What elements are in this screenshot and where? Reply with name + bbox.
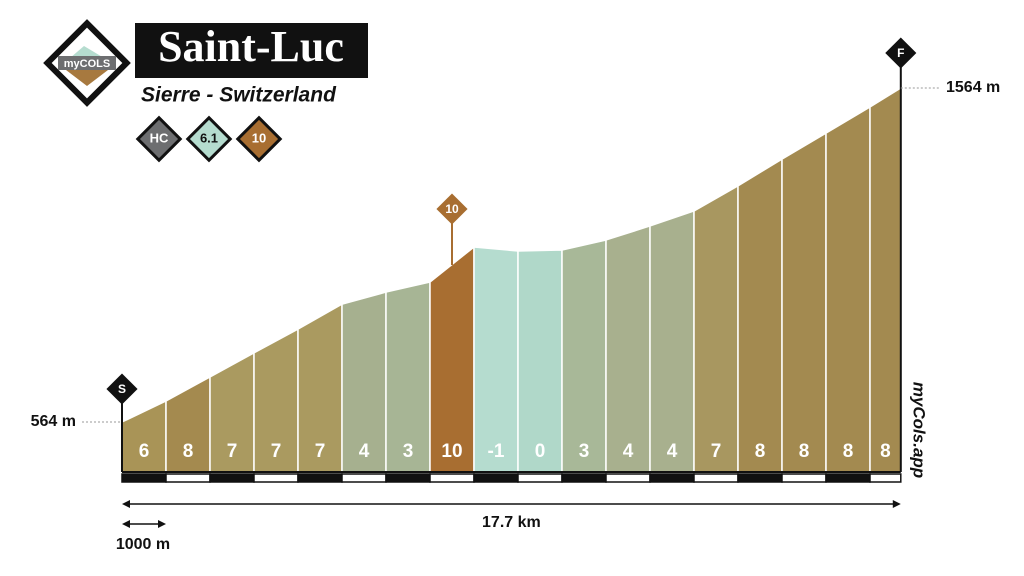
km-stripe — [473, 473, 519, 483]
start-diamond — [106, 373, 138, 405]
logo-ground — [66, 66, 108, 86]
segment — [781, 131, 827, 473]
gradient-label: 8 — [843, 441, 854, 462]
km-stripe — [825, 473, 871, 483]
gradient-label: 4 — [359, 441, 370, 462]
segment — [517, 249, 563, 473]
km-stripe — [649, 473, 695, 483]
title-box — [135, 23, 368, 78]
gradient-label: 7 — [315, 441, 326, 462]
km-stripe — [737, 473, 783, 483]
gradient-label: 8 — [183, 441, 194, 462]
gradient-label: 10 — [441, 441, 462, 462]
km-stripe — [209, 473, 255, 483]
km-stripe — [517, 473, 563, 483]
km-stripe — [869, 473, 902, 483]
gradient-label: 8 — [799, 441, 810, 462]
max-label: 10 — [445, 202, 459, 216]
gradient-label: 7 — [227, 441, 238, 462]
gradient-label: 8 — [755, 441, 766, 462]
segment — [825, 105, 871, 473]
segment — [649, 209, 695, 473]
km-stripe — [341, 473, 387, 483]
logo-mountain — [70, 46, 104, 58]
gradient-label: 6 — [139, 441, 150, 462]
logo-text: myCOLS — [64, 58, 110, 70]
distance-label: 17.7 km — [482, 514, 541, 531]
km-stripe — [693, 473, 739, 483]
badge — [185, 115, 233, 163]
badge-label: 6.1 — [200, 130, 218, 145]
finish-label: F — [897, 46, 904, 60]
title: Saint-Luc — [158, 22, 344, 71]
segment — [737, 157, 783, 473]
km-stripe — [561, 473, 607, 483]
logo: myCOLS — [43, 19, 131, 107]
logo-band — [58, 56, 116, 70]
subtitle: Sierre - Switzerland — [141, 84, 337, 107]
segment — [473, 246, 519, 473]
gradient-label: 3 — [403, 441, 414, 462]
gradient-label: 4 — [623, 441, 634, 462]
badge-label: HC — [150, 130, 169, 145]
segment — [869, 86, 902, 473]
gradient-label: -1 — [488, 441, 505, 462]
km-stripe — [429, 473, 475, 483]
km-stripe — [385, 473, 431, 483]
badge-label: 10 — [252, 130, 266, 145]
badges: HC 6.1 10 — [135, 115, 283, 163]
segment — [605, 224, 651, 473]
gradient-label: 0 — [535, 441, 546, 462]
segment — [561, 239, 607, 473]
km-stripe — [121, 473, 167, 483]
scale-label: 1000 m — [116, 536, 170, 553]
km-stripe — [297, 473, 343, 483]
plot: 6 8 7 7 7 4 3 10 -1 0 3 4 4 7 8 8 8 8 564 m 1564 m S F 10 17.7 … — [31, 37, 1000, 553]
gradient-label: 8 — [880, 441, 891, 462]
gradient-label: 7 — [711, 441, 722, 462]
badge — [135, 115, 183, 163]
gradient-label: 7 — [271, 441, 282, 462]
km-stripe — [165, 473, 211, 483]
gradient-label: 3 — [579, 441, 590, 462]
km-stripe — [781, 473, 827, 483]
max-diamond — [436, 193, 468, 225]
segment — [693, 184, 739, 473]
watermark: myCols.app — [910, 382, 929, 478]
gradient-label: 4 — [667, 441, 678, 462]
badge — [235, 115, 283, 163]
elevation-label: 1564 m — [946, 79, 1000, 96]
km-stripe — [253, 473, 299, 483]
elevation-label: 564 m — [31, 413, 76, 430]
segment — [429, 245, 475, 473]
start-label: S — [118, 382, 126, 396]
km-stripe — [605, 473, 651, 483]
